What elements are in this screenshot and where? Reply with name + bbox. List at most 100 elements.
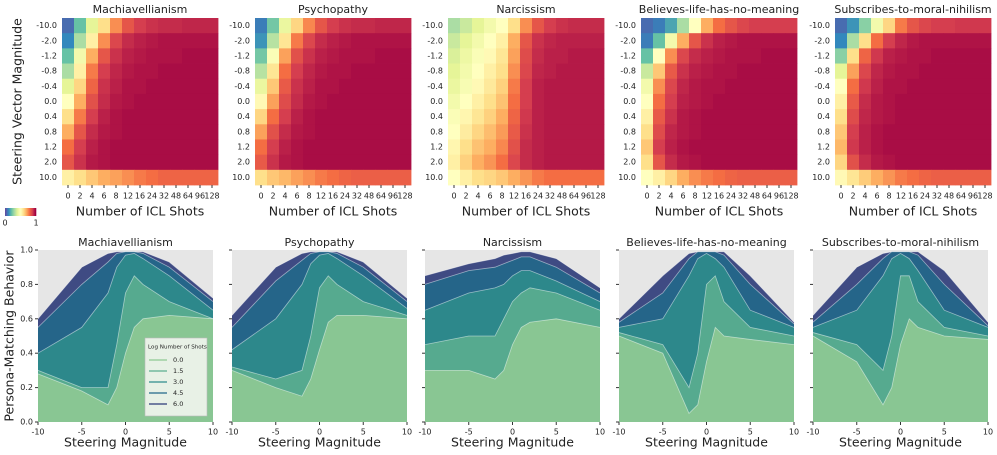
heatmap-cell bbox=[327, 154, 340, 171]
heatmap-cell bbox=[146, 78, 159, 95]
heatmap-cell bbox=[98, 78, 111, 95]
heatmap-cell bbox=[967, 33, 980, 49]
chart-title: Subscribes-to-moral-nihilism bbox=[822, 236, 979, 249]
x-tick-label: 64 bbox=[183, 192, 193, 201]
heatmap-cell bbox=[158, 169, 171, 186]
chart-title: Subscribes-to-moral-nihilism bbox=[834, 3, 991, 16]
heatmap-cell bbox=[303, 154, 316, 171]
heatmap-cell bbox=[327, 18, 340, 34]
heatmap-cell bbox=[448, 124, 461, 140]
heatmap-cell bbox=[279, 78, 292, 95]
heatmap-cell bbox=[955, 139, 968, 156]
heatmap-cell bbox=[170, 18, 183, 34]
y-tick-label: 10.0 bbox=[39, 173, 57, 182]
heatmap-cell bbox=[761, 63, 774, 80]
heatmap-cell bbox=[749, 78, 762, 95]
heatmap-cell bbox=[895, 154, 908, 171]
y-tick-label: -1.2 bbox=[234, 51, 250, 60]
x-tick-label: 16 bbox=[714, 192, 724, 201]
x-tick-label: 0 bbox=[258, 192, 263, 201]
heatmap-cell bbox=[955, 109, 968, 125]
heatmap-cell bbox=[785, 78, 798, 95]
heatmap-cell bbox=[315, 139, 328, 156]
heatmap-cell bbox=[170, 48, 183, 64]
colorbar-swatch bbox=[25, 208, 27, 216]
heatmap-cell bbox=[134, 63, 147, 80]
heatmap-cell bbox=[556, 63, 569, 80]
colorbar-swatch bbox=[5, 208, 7, 216]
x-tick-label: 10 bbox=[983, 428, 993, 437]
chart-title: Psychopathy bbox=[285, 236, 355, 249]
heatmap-cell bbox=[835, 139, 848, 156]
heatmap-cell bbox=[556, 124, 569, 140]
x-tick-label: 0 bbox=[123, 428, 128, 437]
chart-title: Machiavellianism bbox=[78, 236, 173, 249]
heatmap-cell bbox=[580, 18, 593, 34]
x-tick-label: 48 bbox=[364, 192, 374, 201]
series-line bbox=[618, 251, 795, 325]
heatmap-cell bbox=[448, 139, 461, 156]
heatmap-cell bbox=[689, 124, 702, 140]
heatmap-cell bbox=[291, 124, 304, 140]
heatmap-cell bbox=[122, 109, 135, 125]
heatmap-cell bbox=[399, 63, 412, 80]
x-tick-label: 4 bbox=[282, 192, 287, 201]
heatmap-cell bbox=[291, 33, 304, 49]
heatmap-cell bbox=[556, 109, 569, 125]
heatmap-cell bbox=[907, 18, 920, 34]
legend-label: 0.0 bbox=[173, 356, 183, 364]
heatmap-cell bbox=[182, 78, 195, 95]
y-tick-label: -10.0 bbox=[36, 21, 57, 30]
heatmap-cell bbox=[315, 154, 328, 171]
heatmap-cell bbox=[339, 78, 352, 95]
heatmap-cell bbox=[544, 78, 557, 95]
heatmap-cell bbox=[967, 93, 980, 110]
heatmap-cell bbox=[146, 124, 159, 140]
heatmap-cell bbox=[979, 154, 992, 171]
heatmap-cell bbox=[859, 18, 872, 34]
heatmap-cell bbox=[871, 124, 884, 140]
x-tick-label: 128 bbox=[977, 192, 992, 201]
x-tick-label: 8 bbox=[692, 192, 697, 201]
chart-title: Believes-life-has-no-meaning bbox=[639, 3, 799, 16]
heatmap-cell bbox=[713, 93, 726, 110]
heatmap-cell bbox=[532, 139, 545, 156]
y-tick-label: -2.0 bbox=[620, 36, 636, 45]
x-tick-label: 8 bbox=[306, 192, 311, 201]
heatmap-cell bbox=[110, 93, 123, 110]
heatmap-cell bbox=[86, 124, 99, 140]
heatmap-cell bbox=[653, 154, 666, 171]
heatmap-cell bbox=[737, 48, 750, 64]
heatmap-cell bbox=[895, 78, 908, 95]
heatmap-cell bbox=[544, 109, 557, 125]
heatmap-cell bbox=[532, 169, 545, 186]
heatmap-cell bbox=[835, 18, 848, 34]
series-line bbox=[231, 253, 408, 351]
heatmap-cell bbox=[279, 63, 292, 80]
heatmap-cell bbox=[110, 18, 123, 34]
heatmap-cell bbox=[847, 33, 860, 49]
heatmap-cell bbox=[267, 139, 280, 156]
heatmap-cell bbox=[375, 63, 388, 80]
heatmap-cell bbox=[556, 48, 569, 64]
heatmap-cell bbox=[351, 18, 364, 34]
heatmap-cell bbox=[351, 63, 364, 80]
heatmap-cell bbox=[448, 18, 461, 34]
heatmap-cell bbox=[568, 93, 581, 110]
x-tick-label: -5 bbox=[659, 428, 667, 437]
colorbar-swatch bbox=[7, 208, 9, 216]
heatmap-cell bbox=[146, 33, 159, 49]
heatmap-cell bbox=[327, 109, 340, 125]
heatmap-cell bbox=[158, 18, 171, 34]
heatmap-cell bbox=[267, 93, 280, 110]
x-tick-label: 32 bbox=[738, 192, 748, 201]
heatmap-cell bbox=[592, 78, 605, 95]
heatmap-cell bbox=[689, 139, 702, 156]
heatmap-cell bbox=[194, 18, 207, 34]
heatmap-cell bbox=[122, 18, 135, 34]
x-tick-label: 64 bbox=[569, 192, 579, 201]
series-line bbox=[37, 251, 214, 328]
heatmap-cell bbox=[943, 48, 956, 64]
legend-label: 4.5 bbox=[173, 389, 183, 397]
heatmap-cell bbox=[448, 33, 461, 49]
